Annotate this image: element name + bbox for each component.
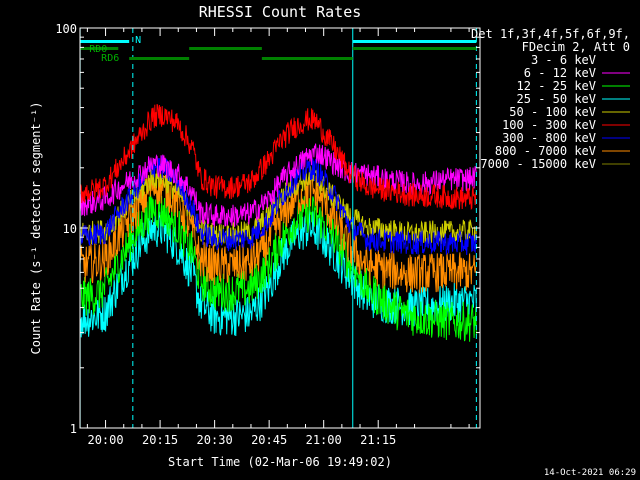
decimation-bar-label-0: RD0: [89, 44, 107, 55]
x-tick-label-5: 21:15: [360, 433, 396, 447]
legend-label-2: 12 - 25 keV: [517, 79, 596, 93]
legend: Det 1f,3f,4f,5f,6f,9f,FDecim 2, Att 03 -…: [471, 27, 630, 171]
attenuator-bar-0: [80, 40, 130, 43]
x-tick-label-1: 20:15: [142, 433, 178, 447]
attenuator-bar-label-0: N: [135, 35, 141, 46]
x-tick-label-4: 21:00: [306, 433, 342, 447]
legend-label-1: 6 - 12 keV: [524, 66, 596, 80]
decimation-bar-4: [352, 47, 477, 50]
x-tick-label-0: 20:00: [87, 433, 123, 447]
y-tick-label-1: 10: [63, 222, 77, 236]
y-tick-label-2: 100: [55, 22, 77, 36]
decimation-bar-2: [189, 47, 262, 50]
y-tick-label-0: 1: [70, 422, 77, 436]
legend-label-0: 3 - 6 keV: [531, 53, 596, 67]
legend-label-3: 25 - 50 keV: [517, 92, 596, 106]
legend-header-line-0: Det 1f,3f,4f,5f,6f,9f,: [471, 27, 630, 41]
axis-ticks: 20:00 20:15 20:30 20:45 21:00 21:15 1 10 100: [55, 22, 480, 447]
decimation-bar-3: [261, 57, 353, 60]
legend-label-8: 7000 - 15000 keV: [480, 157, 596, 171]
legend-header-line-1: FDecim 2, Att 0: [522, 40, 630, 54]
timestamp: 14-Oct-2021 06:29: [544, 468, 636, 478]
x-tick-label-2: 20:30: [197, 433, 233, 447]
x-tick-label-3: 20:45: [251, 433, 287, 447]
y-axis-label: Count Rate (s⁻¹ detector segment⁻¹): [29, 102, 43, 355]
series-line-1: [79, 143, 477, 227]
legend-label-4: 50 - 100 keV: [509, 105, 596, 119]
series-line-5: [79, 103, 477, 211]
decimation-bar-0: [80, 47, 119, 50]
x-axis-label: Start Time (02-Mar-06 19:49:02): [168, 455, 392, 469]
decimation-bar-label-1: RD6: [101, 53, 119, 64]
chart-title: RHESSI Count Rates: [199, 3, 362, 21]
series-line-2: [79, 192, 477, 342]
legend-label-7: 800 - 7000 keV: [495, 144, 596, 158]
decimation-bar-1: [129, 57, 190, 60]
attenuator-bar-1: [352, 40, 477, 43]
series-line-7: [79, 168, 477, 294]
legend-label-6: 300 - 800 keV: [502, 131, 596, 145]
legend-label-5: 100 - 300 keV: [502, 118, 596, 132]
